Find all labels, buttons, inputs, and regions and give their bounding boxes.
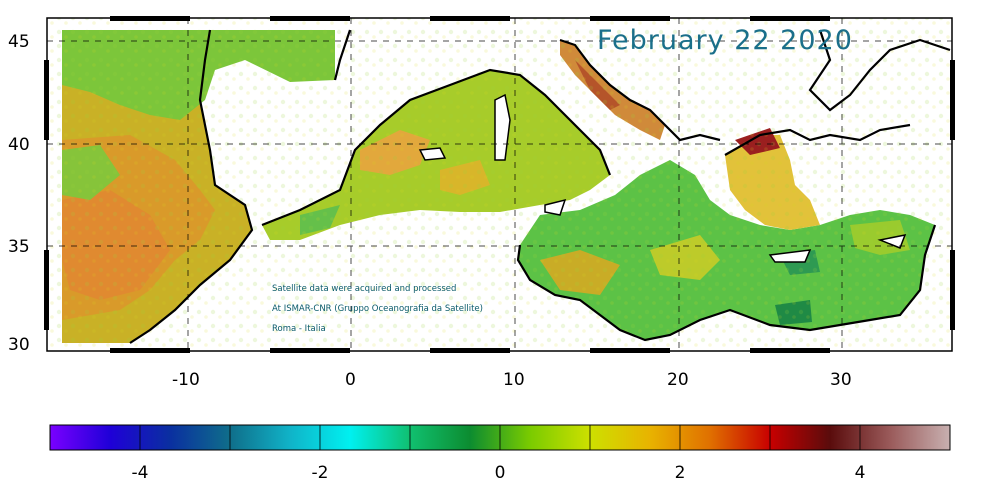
islands (418, 93, 907, 263)
lat-label-40: 40 (8, 135, 30, 155)
map-date: February 22 2020 (597, 25, 853, 56)
lon-label-m10: -10 (172, 370, 200, 390)
colorbar-tick-label: 4 (855, 463, 866, 483)
lat-label-45: 45 (8, 32, 30, 52)
sst-field (47, 18, 952, 351)
lat-label-35: 35 (8, 237, 30, 257)
credit-line-3: Roma - Italia (272, 324, 326, 334)
colorbar-tick-label: -4 (132, 463, 149, 483)
colorbar-tick-label: 2 (675, 463, 686, 483)
colorbar-tick-label: 0 (495, 463, 506, 483)
frame-bars (44, 16, 955, 353)
colorbar-frame (49, 424, 951, 451)
lon-label-0: 0 (345, 370, 356, 390)
lon-label-30: 30 (830, 370, 852, 390)
credit-line-1: Satellite data were acquired and process… (272, 284, 456, 294)
colorbar (50, 425, 950, 450)
coastlines (129, 29, 951, 344)
colorbar-ticks: -4 -2 0 2 4 (132, 463, 866, 483)
colorbar-tick-label: -2 (312, 463, 329, 483)
credit-line-2: At ISMAR-CNR (Gruppo Oceanografia da Sat… (272, 304, 483, 314)
lat-lon-grid (47, 18, 952, 351)
lon-label-20: 20 (667, 370, 689, 390)
lat-label-30: 30 (8, 335, 30, 355)
lon-label-10: 10 (503, 370, 525, 390)
